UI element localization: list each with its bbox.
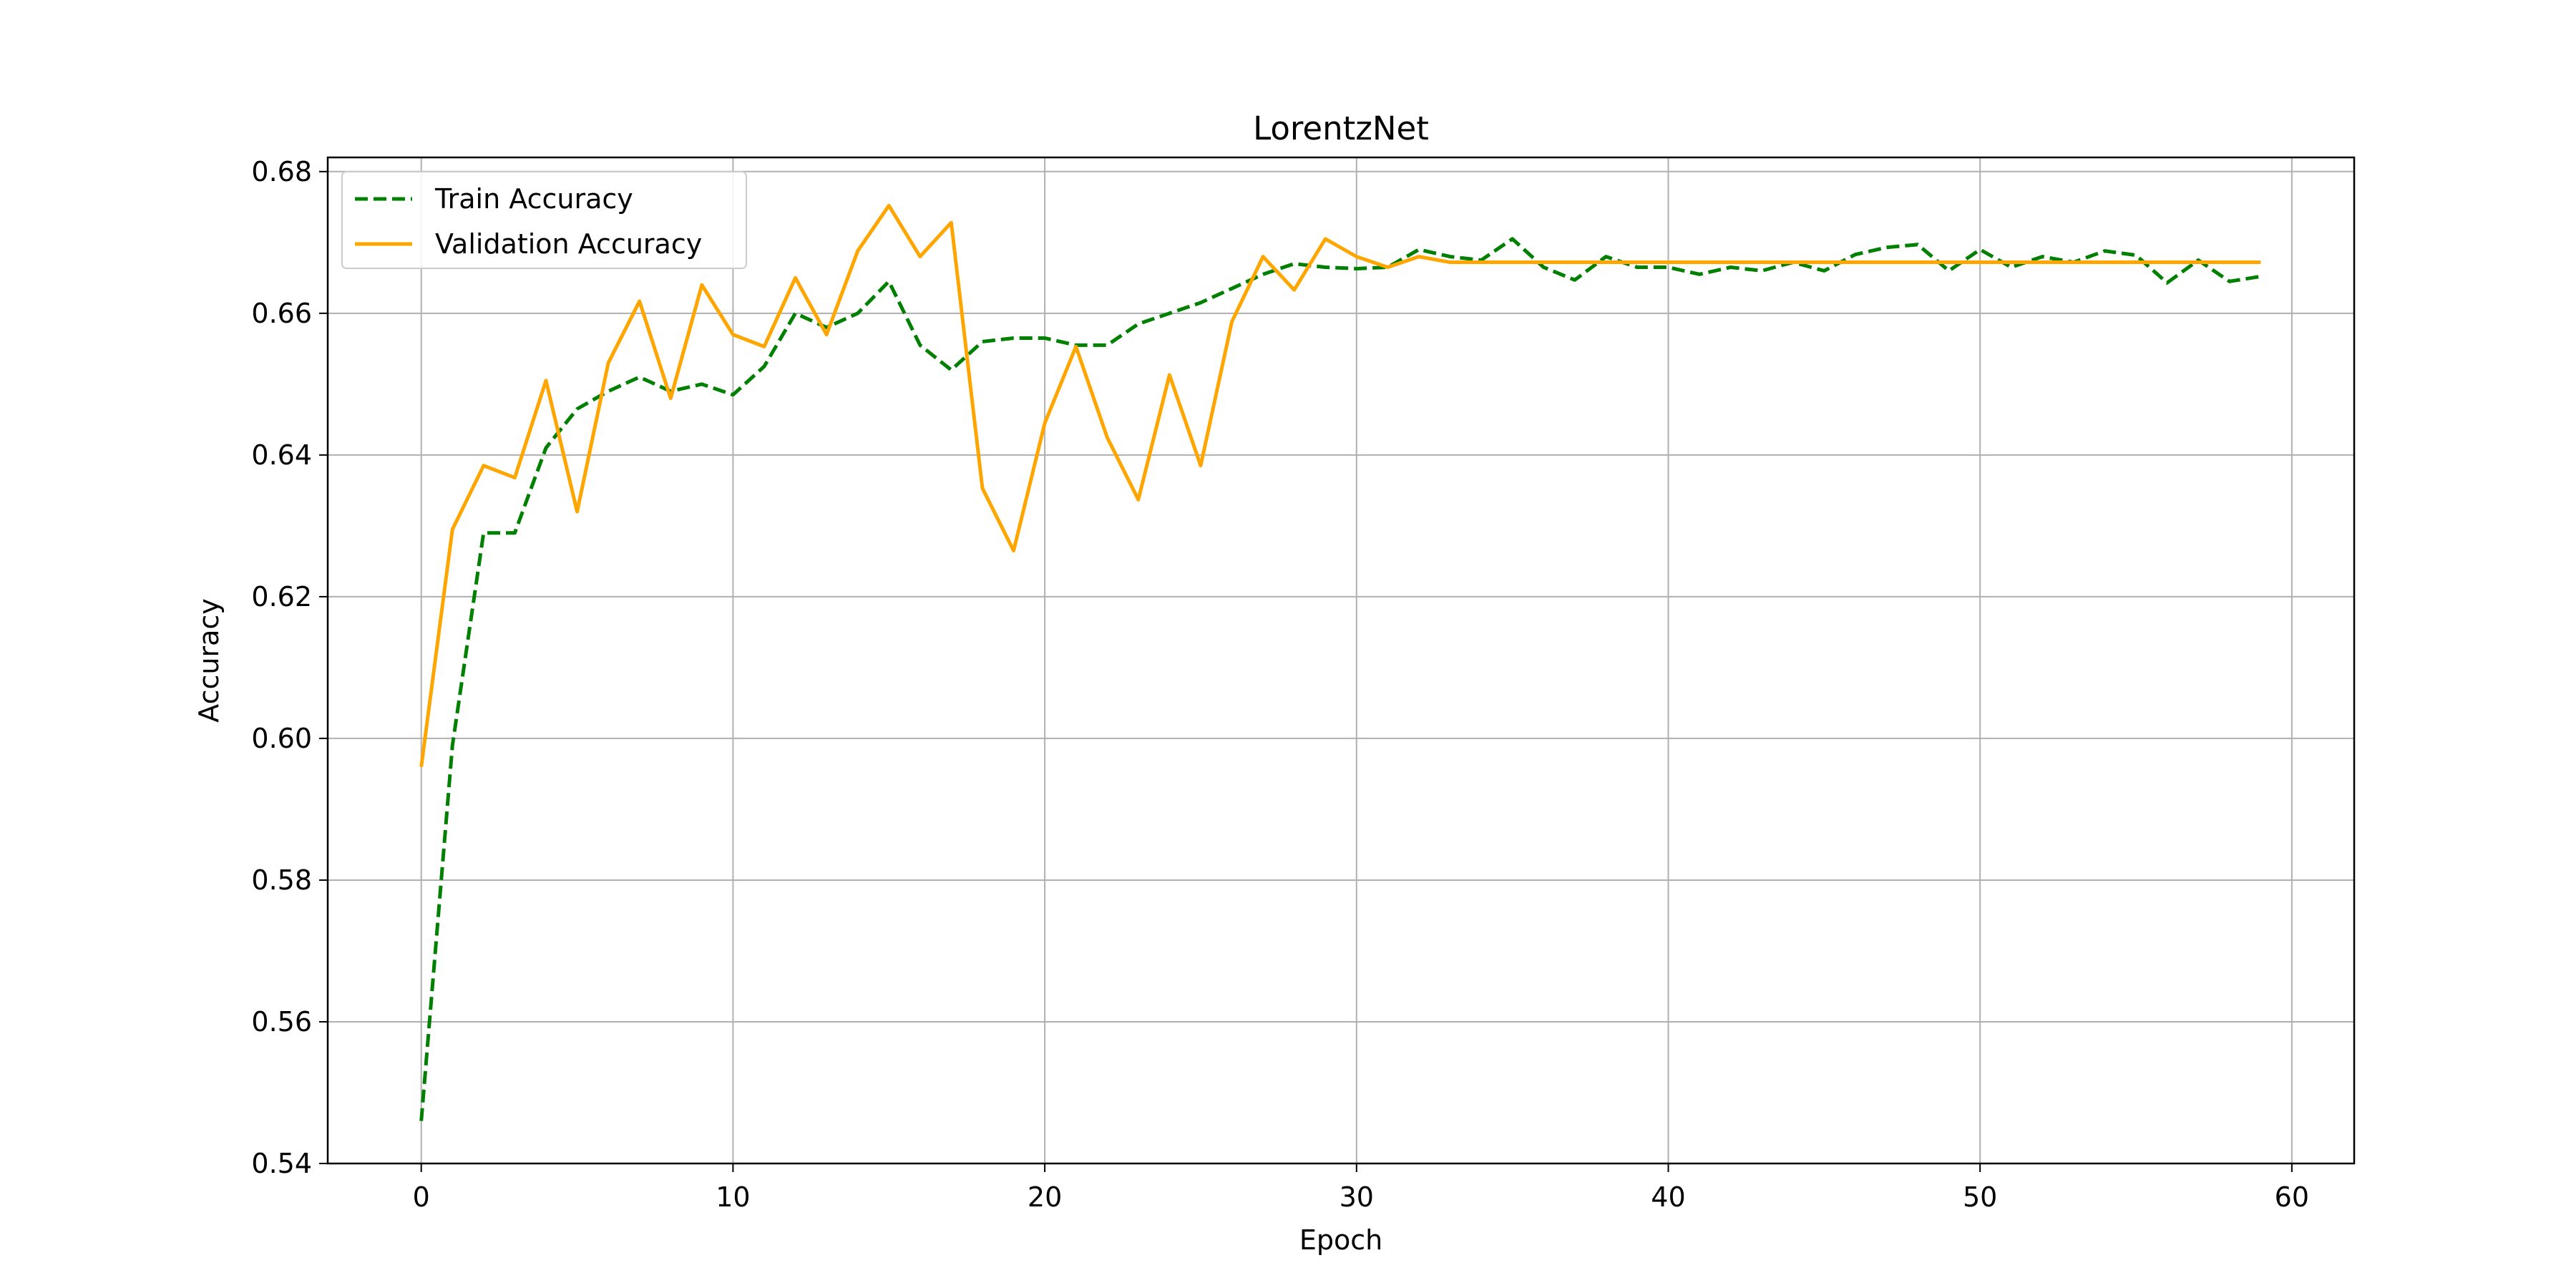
series-line-validation-accuracy xyxy=(419,203,2261,767)
y-tick-label: 0.58 xyxy=(251,864,312,896)
y-tick-label: 0.54 xyxy=(251,1148,312,1179)
grid xyxy=(328,157,2354,1164)
legend-label: Train Accuracy xyxy=(434,183,633,215)
y-tick-label: 0.66 xyxy=(251,298,312,329)
legend-box xyxy=(341,171,747,269)
axis-ticks: 0 10 20 30 40 50 60 0.54 0.56 0.58 0.60 0.62 0.64 0.6… xyxy=(251,156,2309,1213)
y-tick-label: 0.62 xyxy=(251,581,312,613)
chart-title: LorentzNet xyxy=(1253,109,1429,147)
x-axis-label: Epoch xyxy=(1299,1224,1382,1256)
x-tick-label: 40 xyxy=(1651,1181,1685,1213)
x-tick-label: 0 xyxy=(413,1181,430,1213)
x-tick-label: 30 xyxy=(1340,1181,1374,1213)
plot-frame xyxy=(326,156,2356,1165)
x-tick-label: 60 xyxy=(2275,1181,2309,1213)
series-line-train-accuracy xyxy=(419,237,2261,1121)
y-tick-label: 0.60 xyxy=(251,723,312,754)
legend: Train Accuracy Validation Accuracy xyxy=(341,171,747,269)
legend-label: Validation Accuracy xyxy=(435,228,702,260)
x-tick-label: 50 xyxy=(1963,1181,1997,1213)
y-axis-label: Accuracy xyxy=(193,598,225,723)
y-tick-label: 0.56 xyxy=(251,1006,312,1038)
x-tick-label: 10 xyxy=(716,1181,750,1213)
y-tick-label: 0.64 xyxy=(251,439,312,471)
x-tick-label: 20 xyxy=(1028,1181,1062,1213)
y-tick-label: 0.68 xyxy=(251,156,312,187)
series-group xyxy=(419,203,2261,1121)
